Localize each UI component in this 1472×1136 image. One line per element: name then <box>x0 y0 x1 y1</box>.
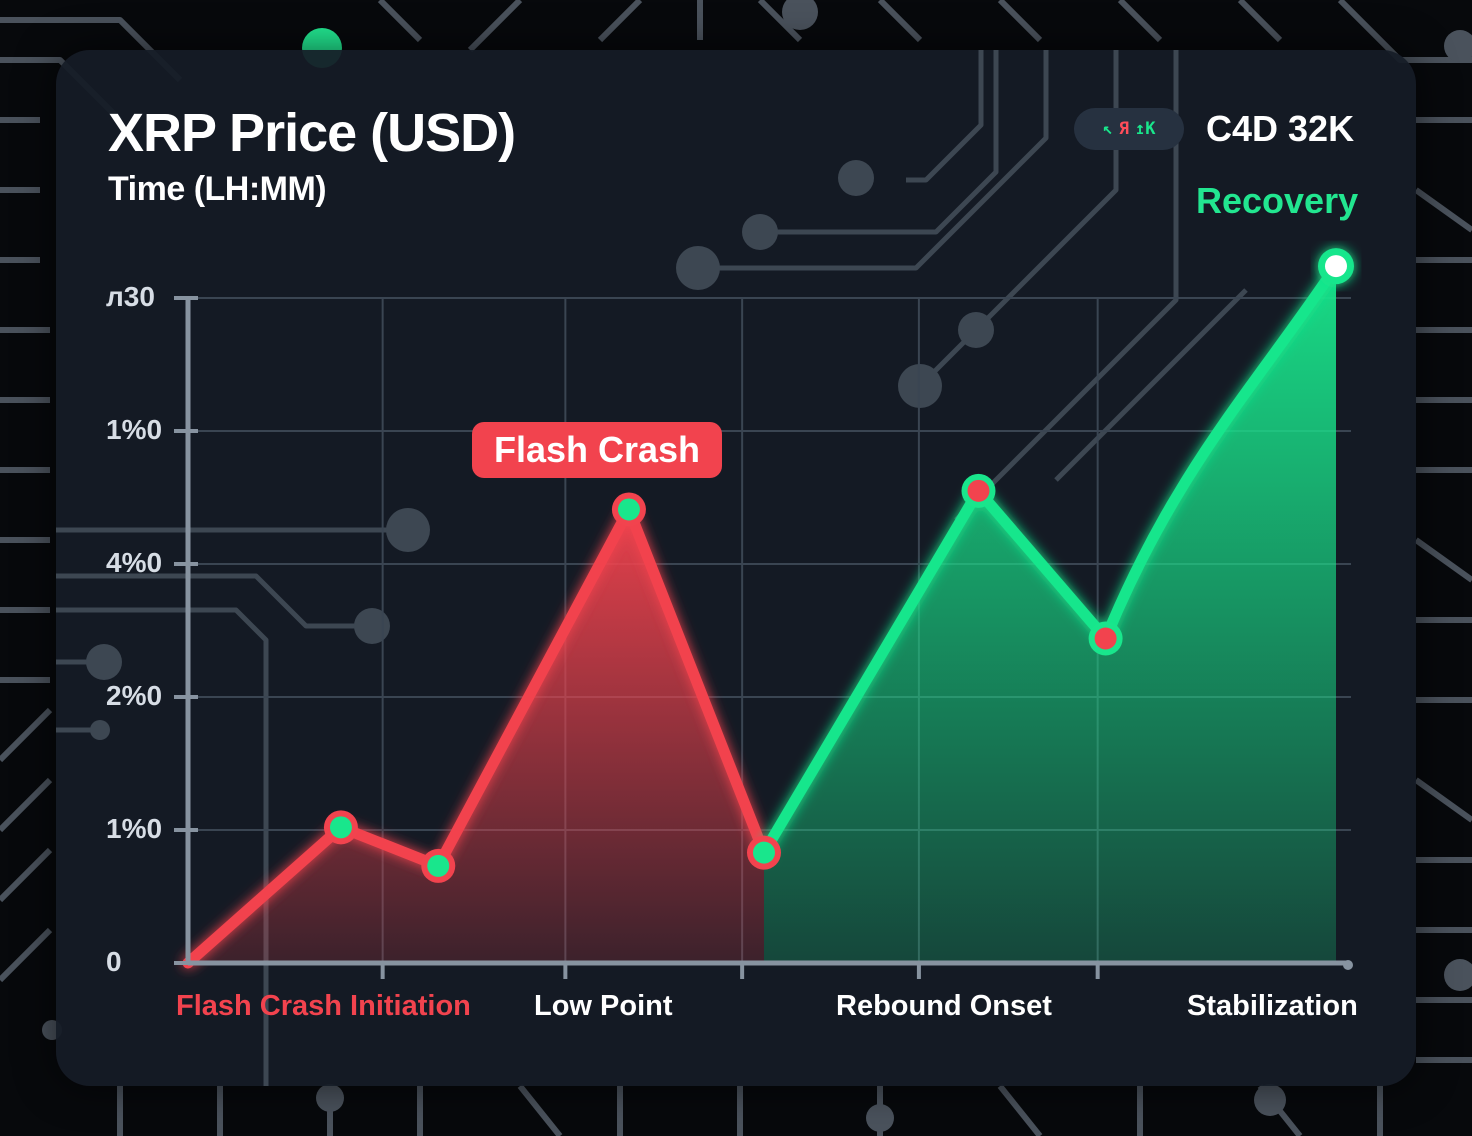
x-tick-label: Flash Crash Initiation <box>176 990 471 1022</box>
badge-glyph: ↖ <box>1102 119 1113 139</box>
recovery-label: Recovery <box>1196 180 1359 221</box>
x-tick-label: Stabilization <box>1187 990 1358 1022</box>
data-point <box>1094 627 1117 650</box>
x-tick-label: Rebound Onset <box>836 990 1052 1022</box>
data-point <box>617 498 640 521</box>
chart-axes <box>174 296 1353 979</box>
data-point <box>427 854 450 877</box>
axis-subtitle: Time (LH:MM) <box>108 170 327 208</box>
data-point <box>752 841 775 864</box>
data-point <box>329 816 352 839</box>
header-value: C4D 32K <box>1206 108 1355 149</box>
x-axis-end <box>1343 960 1353 970</box>
y-tick-label: 4%0 <box>106 547 163 578</box>
price-chart <box>174 248 1354 979</box>
y-tick-label: 2%0 <box>106 680 163 711</box>
y-tick-label: 0 <box>106 946 122 977</box>
badge-glyph: Я <box>1118 119 1129 139</box>
chart-title: XRP Price (USD) <box>108 103 516 163</box>
circuit-traces <box>56 50 1248 1086</box>
flash-crash-callout: Flash Crash <box>472 422 722 478</box>
recovery-area <box>763 266 1336 963</box>
chart-panel: XRP Price (USD) Time (LH:MM) ↖ Я ↥K C4D … <box>56 50 1416 1086</box>
status-badge: ↖ Я ↥K <box>1074 108 1184 150</box>
badge-glyph: ↥K <box>1135 119 1156 139</box>
chart-areas <box>188 266 1336 963</box>
data-point <box>967 479 990 502</box>
recovery-line <box>758 260 1342 859</box>
y-tick-label: 1%0 <box>106 414 163 445</box>
y-tick-label: 1%0 <box>106 813 163 844</box>
crash-area <box>188 509 764 963</box>
x-tick-label: Low Point <box>534 990 673 1022</box>
y-tick-label: л30 <box>106 281 155 312</box>
end-point <box>1325 255 1347 278</box>
chart-markers <box>323 248 1354 883</box>
